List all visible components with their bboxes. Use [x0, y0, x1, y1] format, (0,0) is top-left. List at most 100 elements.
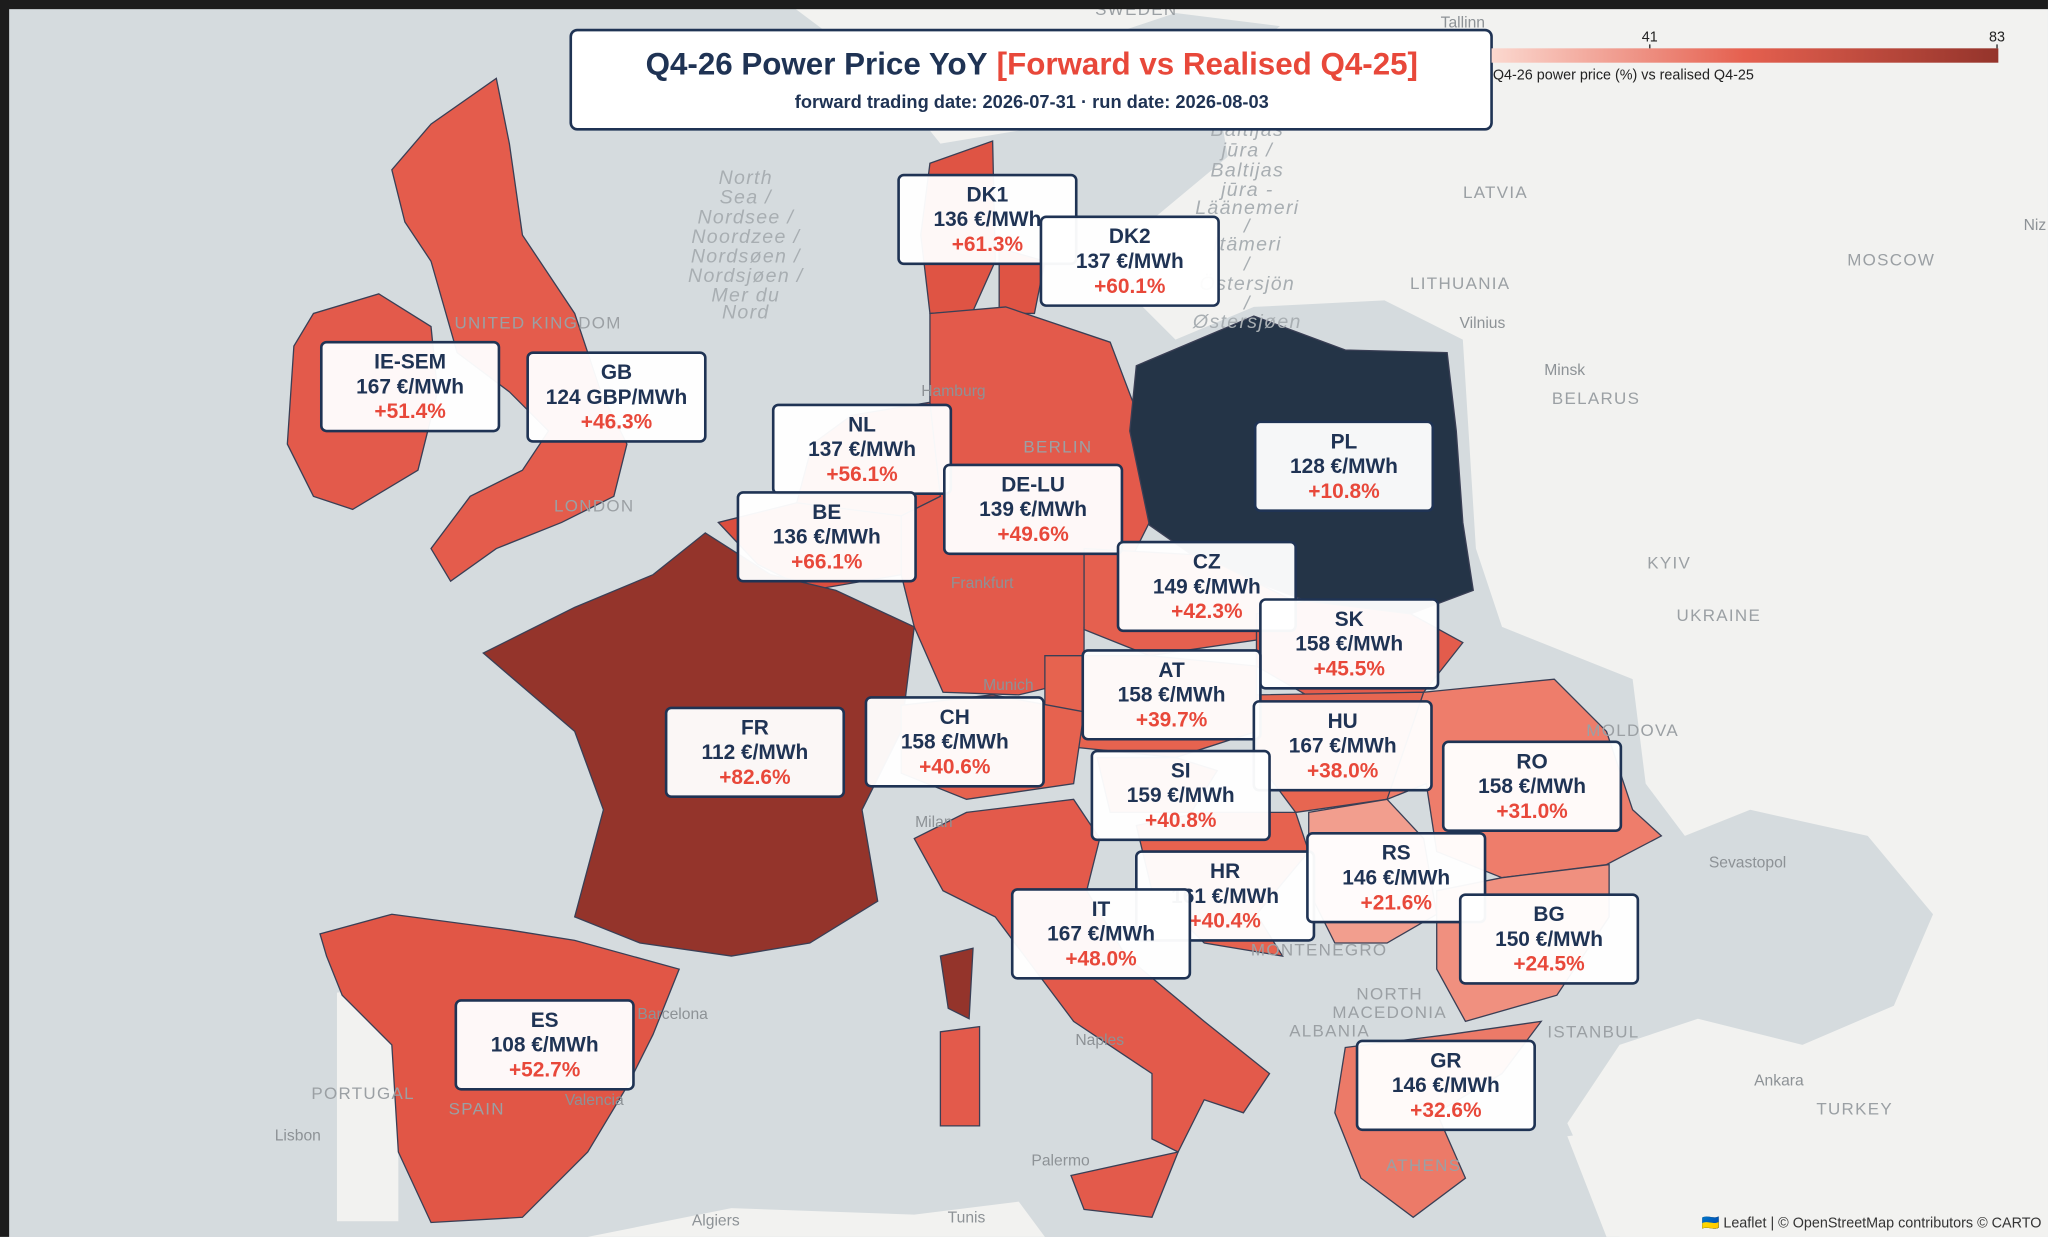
title-frame [569, 28, 1493, 131]
region-change: +24.5% [1513, 953, 1585, 976]
place-label: LITHUANIA [1410, 274, 1510, 293]
region-change: +40.4% [1189, 910, 1261, 933]
sea-label: Baltijas [1211, 159, 1285, 181]
region-change: +52.7% [509, 1059, 581, 1082]
label-box [1306, 831, 1487, 924]
region-change: +39.7% [1136, 708, 1208, 731]
sea-label: Östersjön [1200, 273, 1296, 295]
sea-label: Østersjøen [1192, 311, 1302, 333]
sea-label: Nordsøen / [691, 245, 802, 267]
region-change: +38.0% [1307, 759, 1379, 782]
region-change: +56.1% [826, 463, 898, 486]
sea-label: jūra / [1219, 140, 1275, 162]
place-label: Tunis [948, 1210, 986, 1227]
legend-tick-label: 83 [1989, 30, 2005, 46]
region-price: 158 €/MWh [1118, 684, 1226, 707]
region-name: IT [1092, 898, 1111, 921]
sea-label: Sea / [720, 187, 773, 209]
subtitle: forward trading date: 2026-07-31 · run d… [795, 91, 1269, 112]
place-label: TURKEY [1816, 1100, 1893, 1119]
region-price: 158 €/MWh [1478, 775, 1586, 798]
place-label: MOLDOVA [1586, 721, 1679, 740]
region-price: 112 €/MWh [702, 741, 809, 764]
title: Q4-26 Power Price YoY [Forward vs Realise… [646, 47, 1418, 82]
title-box: Q4-26 Power Price YoY [Forward vs Realise… [569, 28, 1493, 131]
legend-bar [1491, 48, 1999, 63]
region-price: 137 €/MWh [1076, 250, 1184, 273]
region-name: CH [940, 706, 970, 729]
place-label: Sevastopol [1709, 854, 1786, 871]
place-label: LATVIA [1463, 183, 1528, 202]
region-price: 158 €/MWh [1295, 633, 1403, 656]
place-label: MOSCOW [1847, 251, 1935, 270]
place-labels: SWEDENTallinnLATVIALITHUANIAVilniusMOSCO… [275, 0, 2047, 1229]
attribution: 🇺🇦 Leaflet | © OpenStreetMap contributor… [1701, 1215, 2041, 1232]
place-label: KYIV [1647, 554, 1691, 573]
place-label: Niz [2024, 217, 2047, 234]
region-change: +66.1% [791, 550, 863, 573]
region-name: GR [1430, 1049, 1461, 1072]
region-price: 128 €/MWh [1290, 455, 1398, 478]
place-label: Algiers [692, 1212, 740, 1229]
label-box [864, 696, 1045, 788]
region-change: +21.6% [1361, 891, 1433, 914]
sea-label: jūra - [1218, 179, 1273, 201]
label-box [1458, 893, 1640, 985]
frame-left [0, 0, 10, 1237]
place-label: Milan [915, 814, 952, 831]
label-box [1081, 649, 1262, 741]
label-box [1355, 1039, 1536, 1132]
region-price: 146 €/MWh [1342, 867, 1450, 890]
place-label: UNITED KINGDOM [454, 313, 621, 332]
place-label: Barcelona [637, 1006, 708, 1023]
sea-label: Itämeri [1213, 234, 1282, 256]
legend-tick-label: 41 [1642, 30, 1658, 46]
land [1567, 1071, 2048, 1237]
sea-label: Läänemeri [1195, 197, 1299, 219]
place-label: Vilnius [1460, 315, 1506, 332]
region-name: SK [1335, 608, 1364, 631]
label-box [1441, 740, 1623, 832]
region-change: +40.8% [1145, 809, 1217, 832]
label-box [454, 999, 635, 1091]
place-label: Naples [1075, 1032, 1124, 1049]
region-name: AT [1158, 659, 1185, 682]
region-name: IE-SEM [374, 351, 446, 374]
title-main: Q4-26 Power Price YoY [646, 47, 988, 82]
region-change: +10.8% [1308, 480, 1380, 503]
place-label: Munich [983, 677, 1033, 694]
place-label: Ankara [1754, 1073, 1804, 1090]
place-label: ALBANIA [1289, 1021, 1370, 1040]
label-box [1253, 420, 1435, 512]
region-shape [1070, 1151, 1180, 1218]
region-price: 149 €/MWh [1153, 575, 1261, 598]
place-label: ATHENS [1386, 1156, 1461, 1175]
land [783, 0, 2048, 1237]
region-price: 137 €/MWh [808, 438, 916, 461]
place-label: LONDON [554, 496, 634, 515]
place-label: ISTANBUL [1547, 1023, 1639, 1042]
region-price: 136 €/MWh [773, 526, 881, 549]
place-label: UKRAINE [1677, 606, 1762, 625]
region-price: 108 €/MWh [491, 1034, 599, 1057]
region-change: +42.3% [1171, 600, 1243, 623]
label-box [319, 340, 501, 433]
legend-label: Q4-26 power price (%) vs realised Q4-25 [1493, 68, 1754, 84]
region-name: HU [1328, 710, 1358, 733]
sea-label: Noordzee / [691, 226, 801, 248]
place-label: NORTH [1356, 985, 1423, 1004]
region-change: +46.3% [581, 411, 653, 434]
place-label: Frankfurt [951, 575, 1014, 592]
region-name: DE-LU [1001, 473, 1065, 496]
region-name: HR [1210, 860, 1240, 883]
